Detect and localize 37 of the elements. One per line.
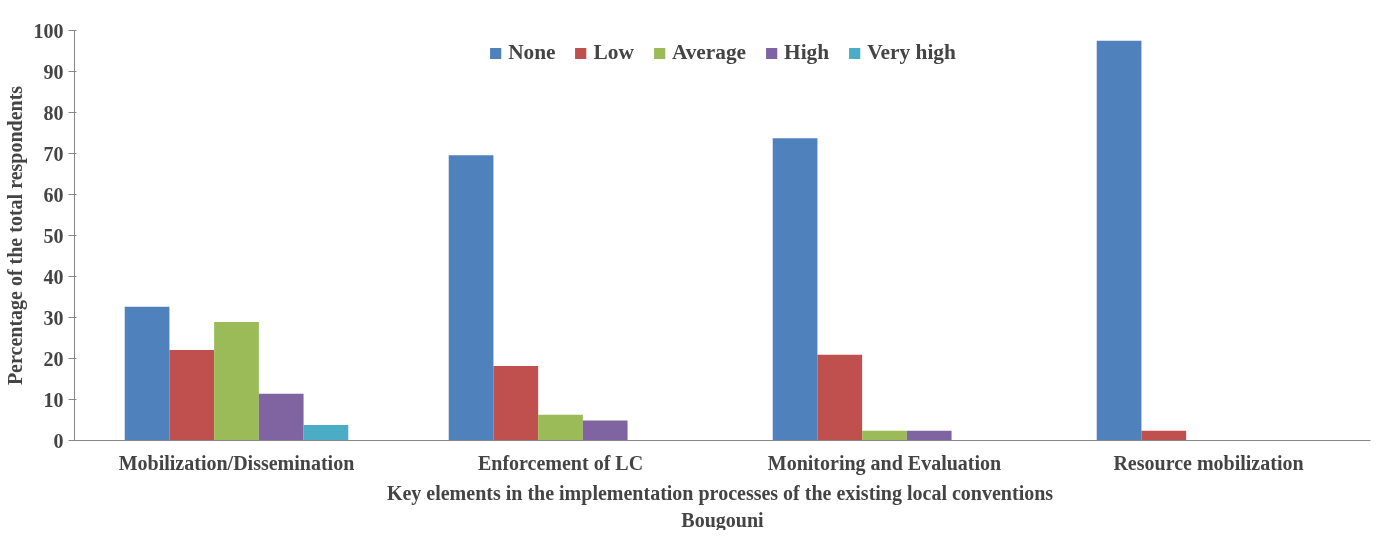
bar [538, 414, 583, 441]
x-tick-label: Enforcement of LC [477, 451, 644, 474]
legend-label: High [784, 40, 830, 65]
bar [862, 430, 907, 441]
bar [214, 322, 259, 441]
legend-label: Low [593, 40, 634, 65]
y-tick-label: 30 [43, 306, 64, 329]
legend-label: None [508, 40, 556, 65]
bar [817, 354, 863, 441]
y-tick-label: 70 [43, 142, 64, 165]
y-axis-title: Percentage of the total respondents [3, 85, 27, 386]
bar [124, 306, 170, 441]
bar [582, 420, 628, 441]
bar [169, 349, 215, 441]
y-tick-label: 40 [43, 265, 64, 288]
x-tick-label: Monitoring and Evaluation [767, 451, 1002, 475]
y-tick-label: 10 [43, 388, 64, 411]
y-tick-label: 80 [43, 101, 64, 124]
y-tick-label: 20 [43, 347, 64, 370]
bar [1141, 430, 1187, 441]
y-tick-label: 90 [43, 60, 64, 83]
x-axis-title: Key elements in the implementation processes of the existing local conventions [386, 481, 1054, 505]
bar [493, 365, 539, 441]
y-tick-label: 60 [43, 183, 64, 206]
bar [448, 155, 494, 441]
x-tick-label: Mobilization/Dissemination [118, 451, 355, 474]
y-tick-label: 0 [53, 429, 64, 452]
legend-label: Very high [867, 40, 956, 65]
y-tick-label: 50 [43, 224, 64, 247]
bar [258, 393, 304, 441]
bar [1096, 40, 1142, 441]
bar [772, 138, 818, 441]
bar [303, 424, 349, 441]
bar [906, 430, 952, 441]
legend-label: Average [671, 40, 747, 65]
x-tick-label: Resource mobilization [1113, 451, 1304, 474]
y-tick-label: 100 [33, 19, 64, 42]
